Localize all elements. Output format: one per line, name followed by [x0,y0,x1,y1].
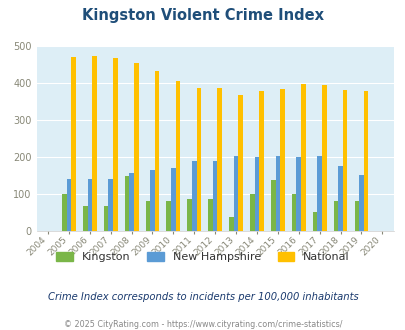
Bar [317,156,321,231]
Bar [217,87,222,231]
Bar [175,81,180,231]
Bar [342,90,347,231]
Bar [71,57,76,231]
Bar [312,212,317,231]
Bar [270,181,275,231]
Bar [249,194,254,231]
Bar [113,58,117,231]
Bar [358,175,363,231]
Bar [212,161,217,231]
Bar [238,95,242,231]
Bar [196,87,201,231]
Bar [154,71,159,231]
Bar [66,179,71,231]
Bar [145,201,150,231]
Text: Kingston Violent Crime Index: Kingston Violent Crime Index [82,8,323,23]
Bar [296,157,301,231]
Bar [171,168,175,231]
Bar [337,166,342,231]
Bar [259,91,263,231]
Bar [192,161,196,231]
Bar [62,194,66,231]
Bar [104,206,108,231]
Bar [124,176,129,231]
Bar [129,173,134,231]
Bar [275,156,279,231]
Bar [354,201,358,231]
Bar [301,84,305,231]
Text: © 2025 CityRating.com - https://www.cityrating.com/crime-statistics/: © 2025 CityRating.com - https://www.city… [64,320,341,329]
Bar [134,63,138,231]
Bar [166,201,171,231]
Bar [83,206,87,231]
Legend: Kingston, New Hampshire, National: Kingston, New Hampshire, National [52,248,353,267]
Bar [87,179,92,231]
Bar [150,170,154,231]
Bar [233,156,238,231]
Bar [333,201,337,231]
Text: Crime Index corresponds to incidents per 100,000 inhabitants: Crime Index corresponds to incidents per… [47,292,358,302]
Bar [254,157,259,231]
Bar [187,199,192,231]
Bar [279,89,284,231]
Bar [228,217,233,231]
Bar [108,179,113,231]
Bar [363,91,367,231]
Bar [92,56,96,231]
Bar [291,194,296,231]
Bar [208,199,212,231]
Bar [321,85,326,231]
